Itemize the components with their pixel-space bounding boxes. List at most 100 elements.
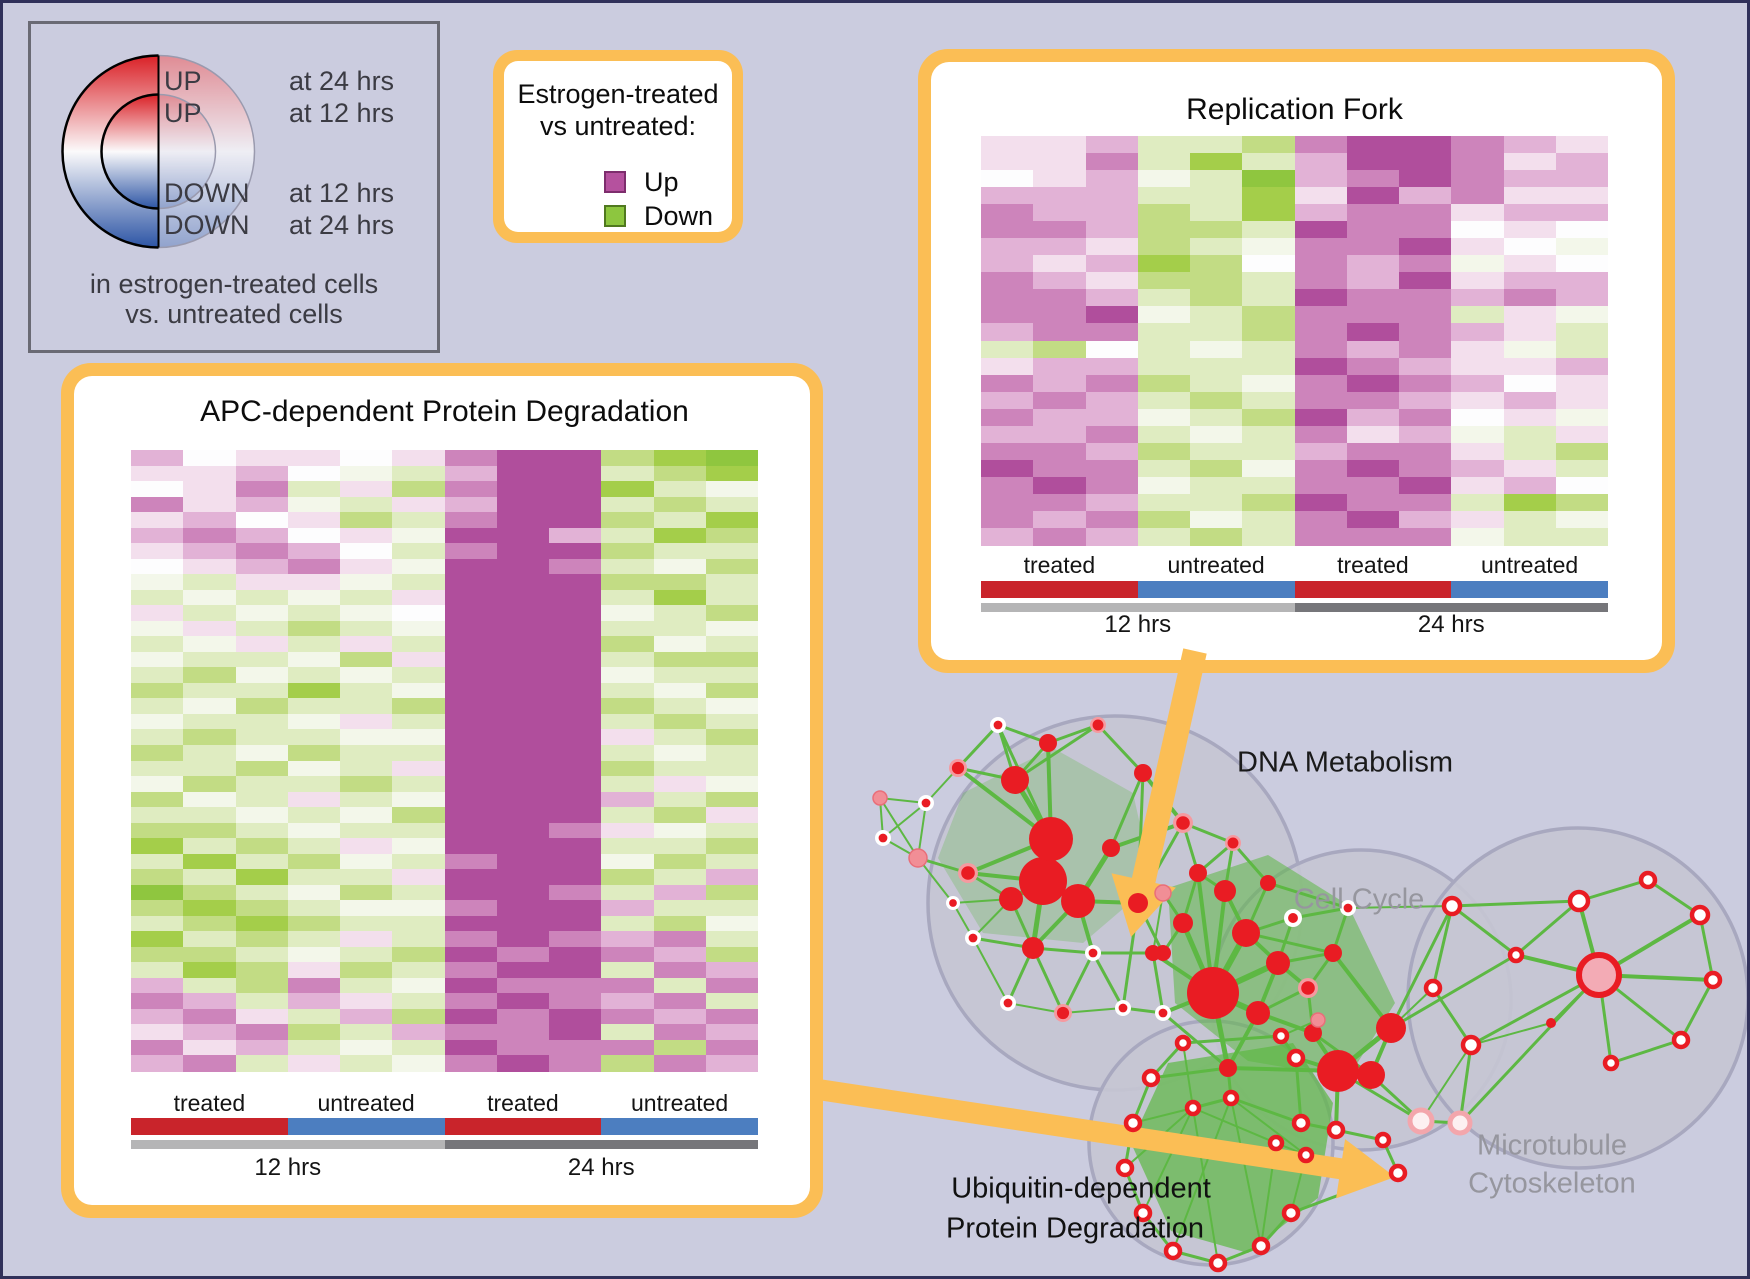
heatmap-cell bbox=[1503, 459, 1556, 478]
heatmap-cell bbox=[653, 481, 706, 498]
heatmap-cell bbox=[1085, 408, 1138, 427]
heatmap-row bbox=[131, 543, 758, 560]
heatmap-cell bbox=[1503, 510, 1556, 529]
heatmap-cell bbox=[287, 558, 340, 575]
heatmap-cell bbox=[981, 289, 1034, 308]
heatmap-apc bbox=[131, 450, 758, 1072]
heatmap-cell bbox=[1137, 289, 1190, 308]
heatmap-cell bbox=[340, 450, 393, 467]
heatmap-cell bbox=[1242, 425, 1295, 444]
time-bar-h24 bbox=[444, 1140, 758, 1149]
heatmap-row bbox=[131, 993, 758, 1010]
network-edge bbox=[1150, 1066, 1229, 1080]
heatmap-row bbox=[981, 374, 1608, 393]
heatmap-cell bbox=[549, 574, 602, 591]
heatmap-cell bbox=[235, 869, 288, 886]
heatmap-row bbox=[131, 807, 758, 824]
heatmap-row bbox=[981, 238, 1608, 256]
heatmap-cell bbox=[340, 760, 393, 777]
heatmap-cell bbox=[1451, 272, 1504, 290]
heatmap-cell bbox=[235, 1024, 288, 1041]
heatmap-cell bbox=[340, 791, 393, 808]
heatmap-cell bbox=[444, 729, 497, 746]
heatmap-cell bbox=[1555, 272, 1608, 290]
heatmap-cell bbox=[1190, 459, 1243, 478]
heatmap-cell bbox=[601, 729, 654, 746]
heatmap-cell bbox=[1451, 476, 1504, 495]
time-bar-h12 bbox=[131, 1140, 445, 1149]
heatmap-row bbox=[131, 1024, 758, 1041]
heatmap-cell bbox=[496, 698, 549, 715]
heatmap-cell bbox=[549, 620, 602, 637]
heatmap-cell bbox=[392, 931, 445, 948]
heatmap-cell bbox=[131, 450, 184, 467]
node-solid-b2 bbox=[1232, 919, 1260, 947]
heatmap-cell bbox=[392, 636, 445, 653]
heatmap-cell bbox=[1451, 136, 1504, 154]
heatmap-cell bbox=[601, 977, 654, 994]
network-edge bbox=[1142, 1107, 1194, 1214]
group-label-treated-2: treated bbox=[1337, 552, 1409, 578]
heatmap-cell bbox=[705, 698, 758, 715]
heatmap-cell bbox=[235, 636, 288, 653]
heatmap-cell bbox=[705, 450, 758, 467]
node-open-d8 bbox=[1141, 1068, 1161, 1088]
node-open-d20 bbox=[1374, 1131, 1392, 1149]
panel-repfork: Replication Fork treated untreated treated… bbox=[918, 49, 1675, 673]
network-edge bbox=[1458, 973, 1601, 1125]
heatmap-cell bbox=[981, 357, 1034, 376]
heatmap-cell bbox=[183, 450, 236, 467]
heatmap-cell bbox=[1033, 442, 1086, 461]
heatmap-cell bbox=[496, 667, 549, 684]
heatmap-cell bbox=[235, 589, 288, 606]
heatmap-cell bbox=[444, 977, 497, 994]
heatmap-cell bbox=[496, 977, 549, 994]
heatmap-cell bbox=[235, 822, 288, 839]
heatmap-cell bbox=[1555, 357, 1608, 376]
direction-label: UP bbox=[164, 98, 202, 128]
heatmap-cell bbox=[444, 589, 497, 606]
heatmap-cell bbox=[981, 527, 1034, 546]
heatmap-cell bbox=[287, 962, 340, 979]
heatmap-cell bbox=[1451, 425, 1504, 444]
heatmap-cell bbox=[1294, 459, 1347, 478]
heatmap-cell bbox=[1555, 476, 1608, 495]
heatmap-cell bbox=[1242, 510, 1295, 529]
heatmap-cell bbox=[183, 869, 236, 886]
heatmap-cell bbox=[1137, 238, 1190, 256]
network-edge bbox=[1109, 772, 1145, 849]
heatmap-cell bbox=[496, 853, 549, 870]
node-solid-b1 bbox=[1187, 967, 1239, 1019]
heatmap-cell bbox=[1085, 527, 1138, 546]
heatmap-cell bbox=[1242, 323, 1295, 342]
heatmap-cell bbox=[444, 698, 497, 715]
heatmap-cell bbox=[653, 512, 706, 529]
heatmap-cell bbox=[1137, 459, 1190, 478]
heatmap-cell bbox=[235, 481, 288, 498]
heatmap-cell bbox=[653, 450, 706, 467]
heatmap-cell bbox=[287, 481, 340, 498]
heatmap-cell bbox=[131, 993, 184, 1010]
heatmap-cell bbox=[1346, 374, 1399, 393]
heatmap-cell bbox=[1033, 391, 1086, 410]
network-edge bbox=[1062, 1007, 1124, 1014]
heatmap-cell bbox=[1033, 204, 1086, 222]
node-solid-b5 bbox=[1173, 913, 1193, 933]
heatmap-cell bbox=[496, 636, 549, 653]
heatmap-cell bbox=[1503, 204, 1556, 222]
heatmap-cell bbox=[653, 807, 706, 824]
heatmap-cell bbox=[1503, 391, 1556, 410]
heatmap-cell bbox=[705, 636, 758, 653]
node-solid-b12 bbox=[1304, 1024, 1322, 1042]
heatmap-row bbox=[131, 1008, 758, 1026]
heatmap-cell bbox=[287, 620, 340, 637]
heatmap-cell bbox=[287, 946, 340, 963]
heatmap-row bbox=[131, 651, 758, 668]
heatmap-cell bbox=[131, 605, 184, 622]
heatmap-cell bbox=[287, 1039, 340, 1057]
heatmap-cell bbox=[653, 853, 706, 870]
heatmap-cell bbox=[549, 807, 602, 824]
heatmap-cell bbox=[183, 620, 236, 637]
heatmap-cell bbox=[444, 931, 497, 948]
network-label-microtubule-line1: Microtubule bbox=[1477, 1129, 1627, 1162]
